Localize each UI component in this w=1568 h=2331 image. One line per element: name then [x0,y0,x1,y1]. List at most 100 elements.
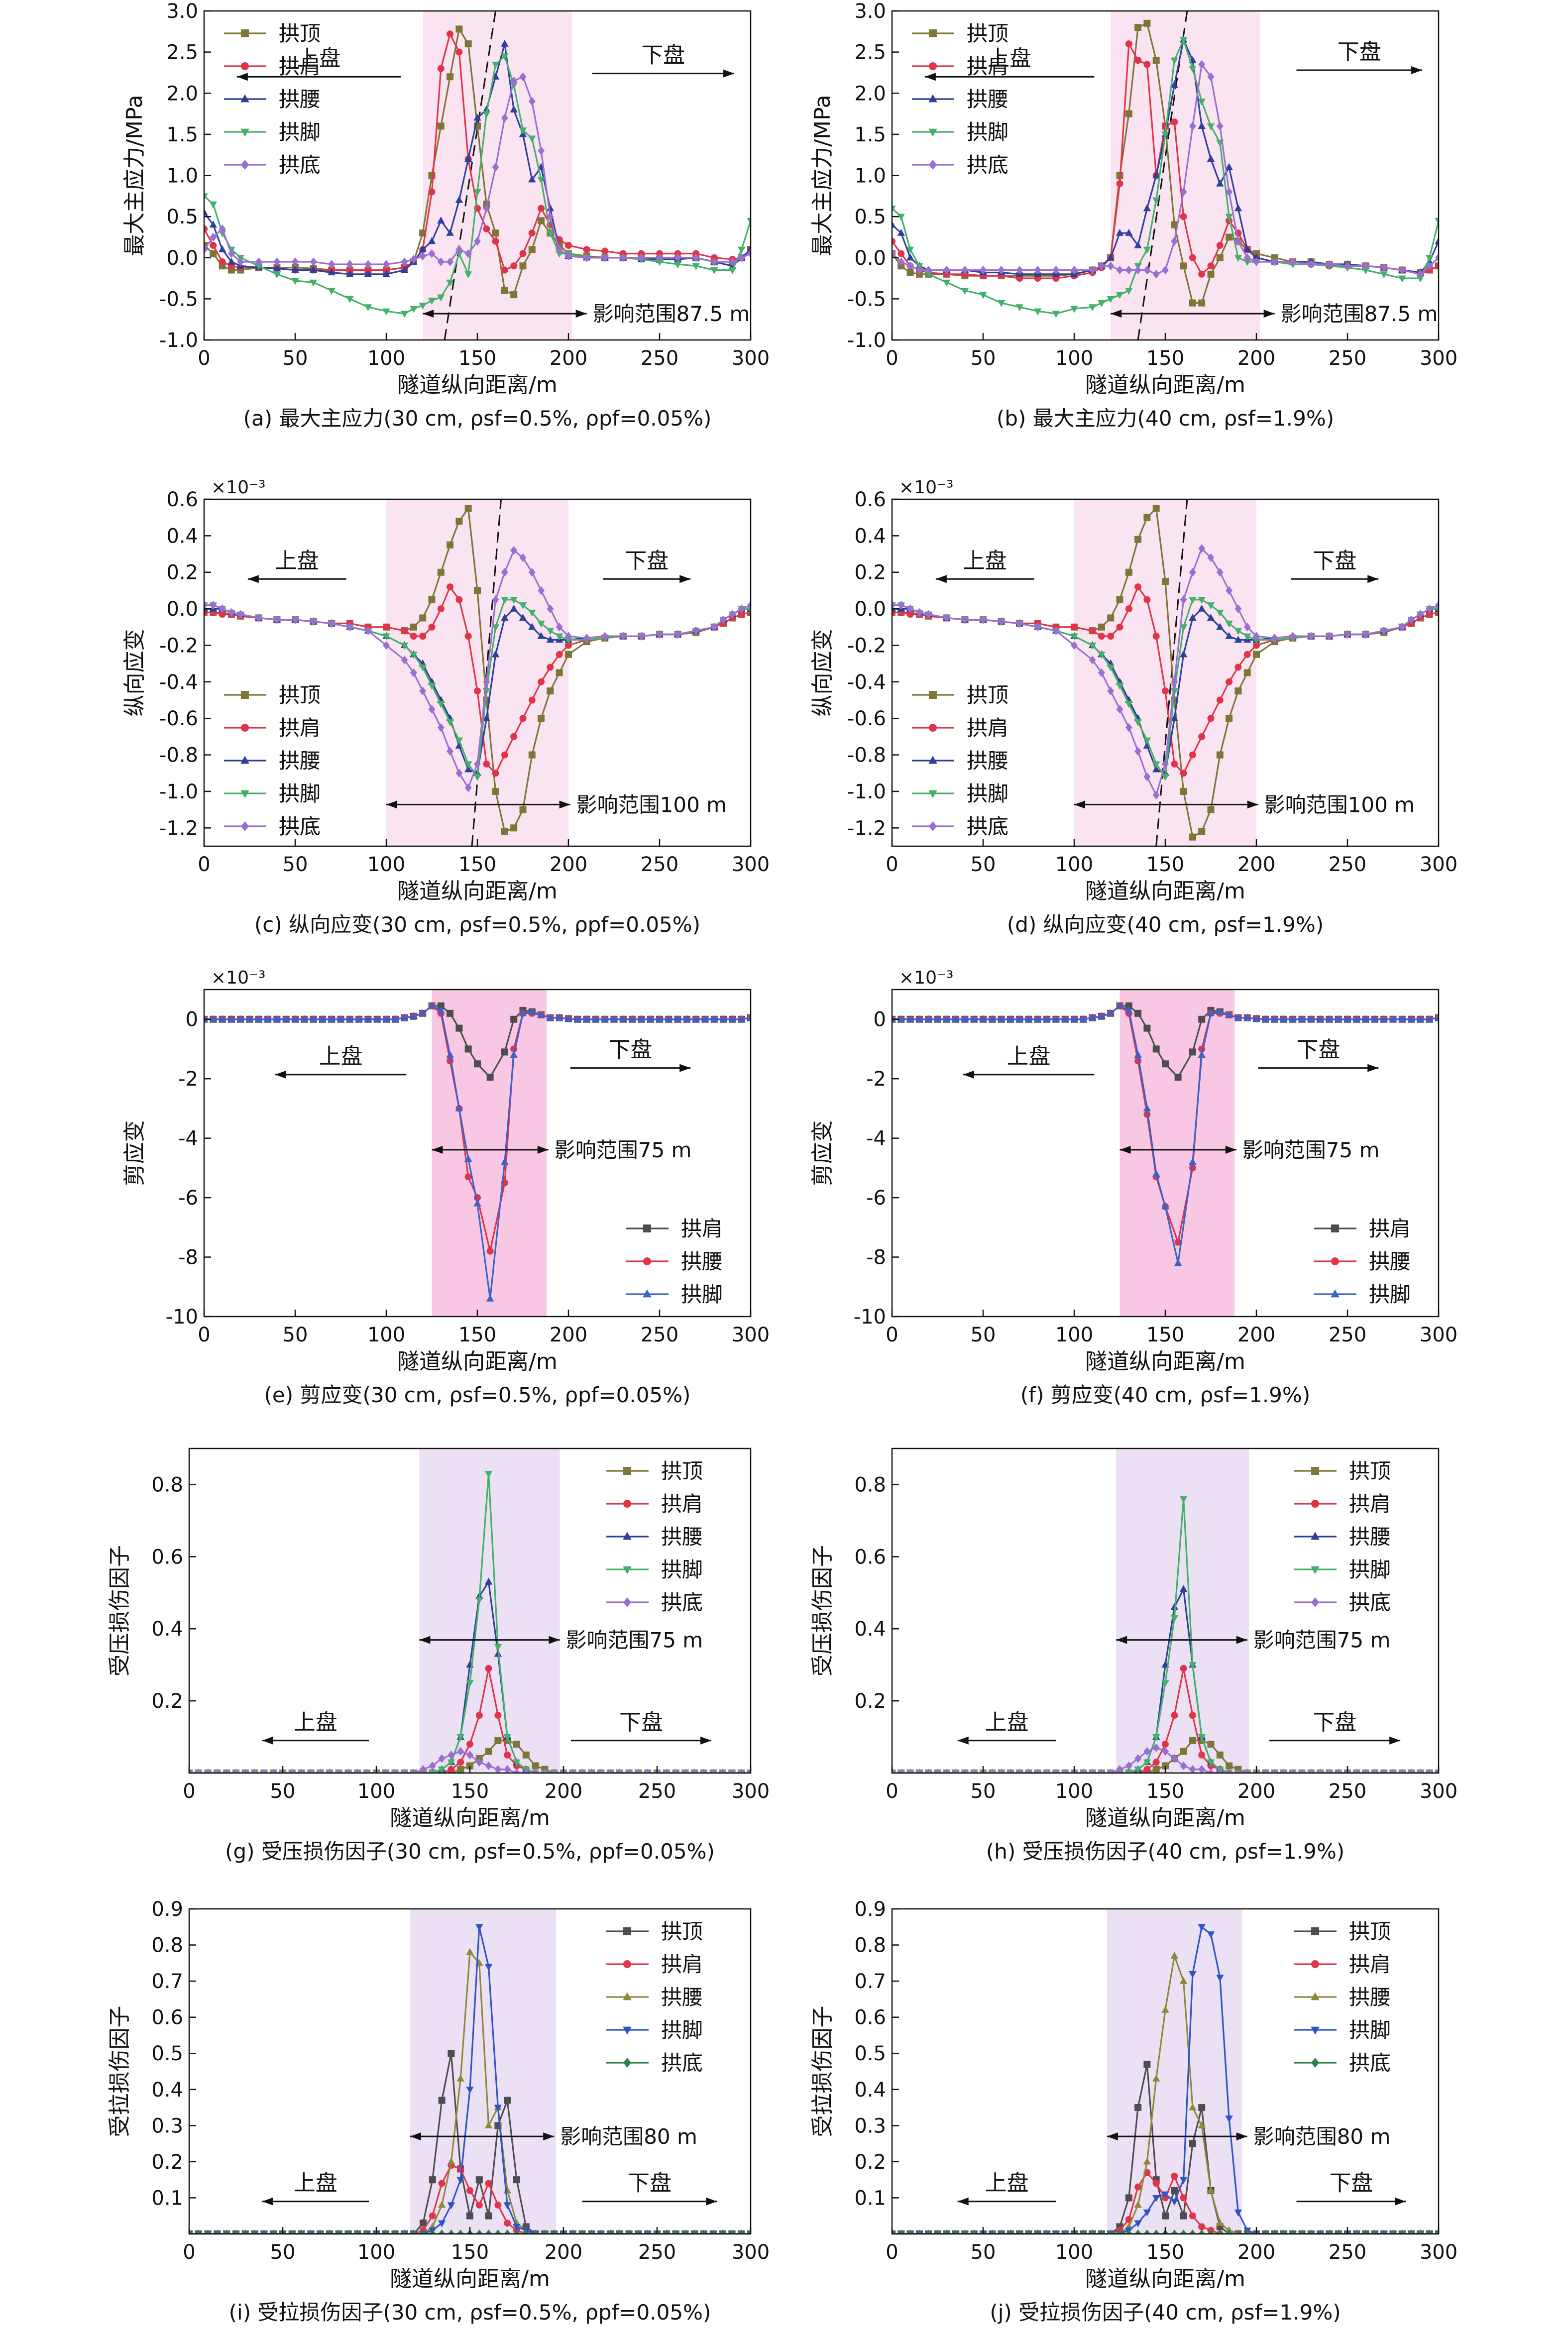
data-point [214,2229,221,2234]
data-point [1280,1769,1287,1773]
data-point [1380,1015,1388,1022]
chart-panel-e: 0 50 100 150 200 250 300 -10 -8 -6 -4 -2 0 ×10⁻³ 隧道纵向距… [122,968,770,1407]
x-tick-label: 200 [1237,1324,1275,1346]
data-point [364,270,372,277]
y-tick-label: 0.2 [166,561,198,584]
foot-wall-label: 下盘 [1313,548,1356,573]
x-axis-label: 隧道纵向距离/m [1085,1805,1245,1831]
data-point [710,623,718,632]
data-point [1216,2219,1224,2226]
data-point [438,2180,446,2187]
foot-wall-arrow [603,575,691,583]
data-point [494,2201,502,2209]
data-point [1216,1769,1224,1773]
data-point [510,262,518,270]
data-point [1107,633,1115,640]
data-point [510,1051,518,1058]
data-point [1216,567,1224,577]
data-point [532,1769,539,1773]
panel-caption: (d) 纵向应变(40 cm, ρsf=1.9%) [1007,912,1324,937]
data-point [1034,265,1041,275]
data-point [1161,2191,1169,2199]
arrow-head [1236,2132,1247,2141]
data-point [747,1013,751,1021]
data-point [1080,1769,1087,1773]
data-point [1289,1769,1297,1773]
data-point [438,2201,446,2208]
data-point [1234,236,1242,246]
y-tick-label: 0.1 [854,2187,886,2210]
hanging-wall-label: 上盘 [319,1044,363,1069]
data-point [1226,1769,1233,1773]
data-point [1344,1015,1351,1022]
data-point [494,2105,502,2112]
data-point [501,1158,509,1165]
y-axis-label: 受拉损伤因子 [810,2006,835,2137]
legend-label: 拱顶 [279,21,321,46]
data-point [710,257,718,266]
data-point [204,245,208,254]
data-point [1198,1734,1206,1741]
data-point [429,2176,436,2184]
data-point [1207,806,1215,813]
legend-label: 拱腰 [967,87,1008,111]
data-point [464,1155,472,1162]
data-point [700,1769,707,1773]
data-point [522,1769,530,1773]
data-point [1243,651,1251,658]
influence-range-arrow [1111,310,1275,318]
y-tick-label: -8 [178,1246,198,1269]
data-point [1098,300,1106,308]
arrow-head [549,1636,560,1644]
data-point [419,251,427,261]
data-point [1435,2229,1439,2234]
data-point [1426,1015,1434,1022]
data-point [364,304,372,312]
data-point [437,1006,445,1013]
data-point [447,541,454,549]
data-point [943,279,951,287]
data-point [346,270,354,277]
data-point [382,1015,390,1022]
y-tick-label: -1.0 [159,780,198,803]
data-point [335,1769,342,1773]
data-point [485,1748,492,1755]
data-point [1134,57,1142,64]
data-point [728,2229,736,2234]
x-tick-label: 150 [1146,2241,1184,2264]
data-point [457,2229,464,2234]
y-tick-label: 0.4 [854,2079,886,2102]
data-point [1162,2212,1169,2220]
data-point [438,1754,446,1763]
legend-item: 拱腰 [912,749,1008,773]
y-tick-label: 0.6 [854,2006,886,2029]
data-point [1207,155,1215,162]
influence-range-label: 影响范围100 m [1264,792,1415,817]
data-point [1171,760,1178,768]
data-point [1216,751,1224,759]
data-point [1043,1015,1051,1022]
data-point [410,623,417,631]
data-point [1161,131,1169,139]
data-point [1398,1769,1406,1773]
data-point [232,1769,239,1773]
x-tick-label: 50 [283,853,308,876]
x-tick-label: 300 [732,347,770,370]
data-point [410,633,417,640]
data-point [952,1769,960,1773]
data-point [906,261,914,271]
data-point [1107,614,1115,622]
data-point [1134,2104,1142,2111]
data-point [1207,1769,1215,1773]
y-tick-label: 3.0 [166,0,198,23]
data-point [1226,586,1233,595]
chart-panel-d: 0 50 100 150 200 250 300 -1.2 -1.0 -0.8 -0.6 -0.4 -0… [810,477,1457,937]
data-point [1107,2229,1115,2234]
arrow-head [419,1636,431,1644]
data-point [1198,270,1206,278]
data-point [1152,2195,1160,2202]
data-point [335,2229,342,2234]
data-point [1371,2229,1378,2234]
